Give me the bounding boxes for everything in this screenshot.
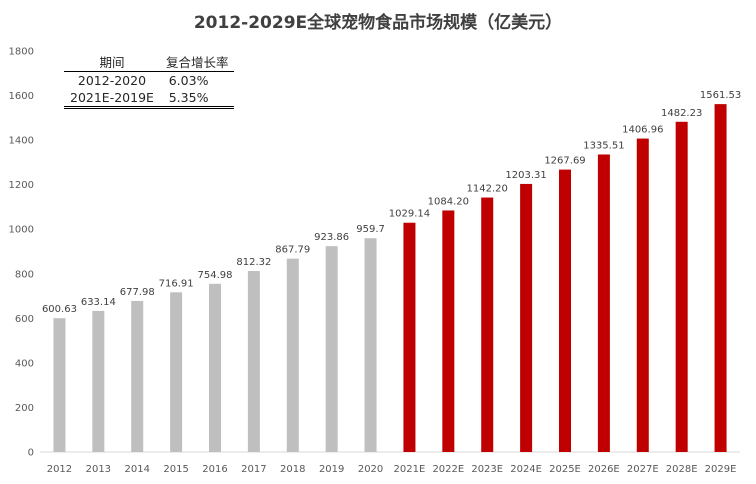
data-label-2014: 677.98 — [120, 287, 155, 298]
bar-2014 — [131, 300, 144, 452]
bar-2013 — [92, 310, 105, 452]
x-tick-label: 2027E — [627, 464, 659, 475]
data-label-2017: 812.32 — [236, 257, 271, 268]
chart-title: 2012-2029E全球宠物食品市场规模（亿美元） — [193, 13, 563, 33]
data-label-2029E: 1561.53 — [700, 90, 741, 101]
data-label-2025E: 1267.69 — [544, 156, 585, 167]
x-tick-label: 2014 — [124, 464, 149, 475]
y-tick-label: 1600 — [9, 91, 34, 102]
x-tick-label: 2020 — [358, 464, 383, 475]
bar-2017 — [247, 271, 260, 452]
cagr-period: 2012-2020 — [77, 73, 147, 88]
x-tick-label: 2026E — [588, 464, 620, 475]
y-tick-label: 600 — [15, 314, 34, 325]
bars-group — [53, 104, 727, 453]
x-tick-label: 2017 — [241, 464, 266, 475]
cagr-table-row: 2021E-2019E 5.35% — [64, 89, 235, 109]
bar-2023E — [481, 197, 494, 452]
x-tick-label: 2022E — [432, 464, 464, 475]
data-label-2024E: 1203.31 — [505, 170, 546, 181]
bar-2015 — [170, 292, 183, 452]
bar-2029E — [714, 104, 727, 452]
x-axis: 2012 2013 2014 2015 2016 2017 2018 2019 2020 2021… — [47, 464, 737, 475]
bar-2026E — [597, 154, 610, 453]
bar-2024E — [520, 183, 533, 453]
cagr-rate: 6.03% — [168, 73, 209, 88]
bar-2025E — [559, 169, 571, 452]
data-label-2013: 633.14 — [81, 297, 116, 308]
y-tick-label: 1000 — [9, 225, 34, 236]
data-label-2023E: 1142.20 — [467, 184, 508, 195]
bar-2016 — [209, 283, 221, 452]
x-tick-label: 2023E — [471, 464, 503, 475]
data-label-2020: 959.7 — [356, 224, 385, 235]
cagr-rate: 5.35% — [159, 89, 235, 109]
data-label-2015: 716.91 — [159, 278, 194, 289]
x-tick-label: 2024E — [510, 464, 542, 475]
x-tick-label: 2012 — [47, 464, 72, 475]
y-tick-label: 1400 — [9, 136, 34, 147]
y-tick-label: 800 — [15, 269, 34, 280]
data-label-2016: 754.98 — [198, 270, 233, 281]
cagr-header-period: 期间 — [64, 52, 160, 72]
data-label-2027E: 1406.96 — [622, 125, 663, 136]
bar-2020 — [364, 238, 377, 452]
cagr-header-rate: 复合增长率 — [159, 52, 235, 72]
data-label-2019: 923.86 — [314, 232, 349, 243]
cagr-table-row: 2012-2020 6.03% — [64, 72, 234, 90]
x-tick-label: 2018 — [280, 464, 305, 475]
x-tick-label: 2029E — [705, 464, 737, 475]
data-label-2028E: 1482.23 — [661, 108, 702, 119]
data-label-2021E: 1029.14 — [389, 209, 430, 220]
y-tick-label: 400 — [15, 358, 34, 369]
y-tick-label: 1800 — [9, 47, 34, 58]
x-tick-label: 2019 — [319, 464, 344, 475]
bar-2012 — [53, 318, 66, 452]
data-label-2018: 867.79 — [275, 245, 310, 256]
data-label-2022E: 1084.20 — [428, 196, 469, 207]
cagr-table: 期间 复合增长率 2012-2020 6.03% 2021E-2019E 5.3… — [64, 52, 235, 109]
x-tick-label: 2016 — [202, 464, 227, 475]
y-tick-label: 200 — [15, 403, 34, 414]
bar-2018 — [286, 258, 299, 452]
x-tick-label: 2015 — [163, 464, 188, 475]
data-label-2026E: 1335.51 — [583, 140, 624, 151]
y-tick-label: 0 — [28, 448, 34, 459]
data-label-2012: 600.63 — [42, 304, 77, 315]
bar-2028E — [675, 121, 688, 453]
x-tick-label: 2021E — [394, 464, 426, 475]
bar-2021E — [403, 222, 416, 452]
bar-2022E — [442, 210, 455, 452]
y-axis: 0 200 400 600 800 1000 1200 1400 1600 1800 — [9, 47, 34, 459]
cagr-table-header-row: 期间 复合增长率 — [64, 52, 235, 72]
cagr-period: 2021E-2019E — [64, 89, 160, 109]
y-tick-label: 1200 — [9, 180, 34, 191]
bar-2027E — [636, 138, 649, 452]
x-tick-label: 2028E — [666, 464, 698, 475]
x-tick-label: 2013 — [86, 464, 111, 475]
x-tick-label: 2025E — [549, 464, 581, 475]
bar-2019 — [325, 246, 338, 452]
